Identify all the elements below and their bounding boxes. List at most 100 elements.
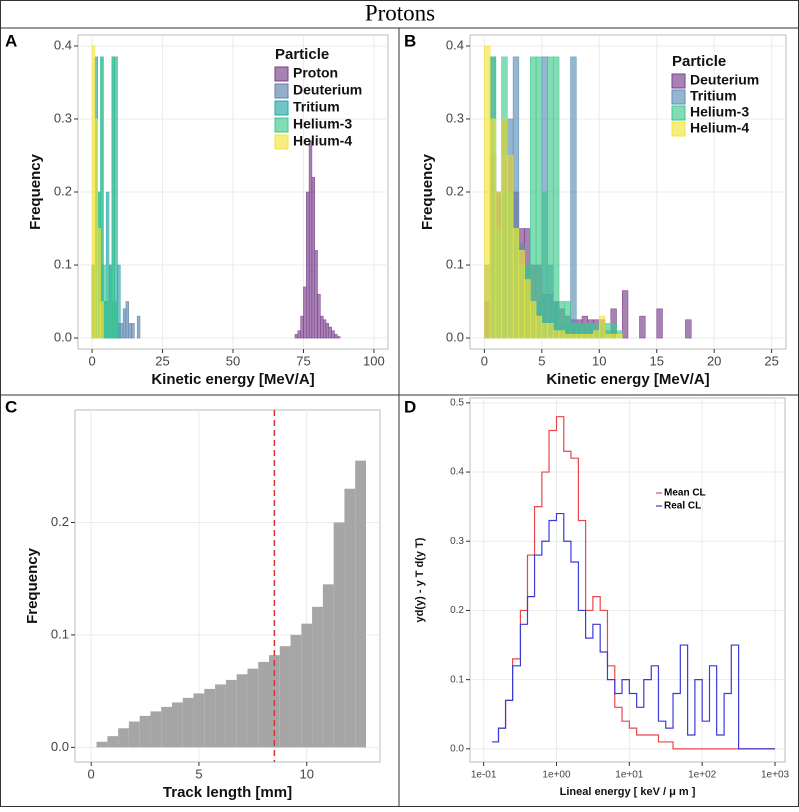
bar	[117, 264, 121, 339]
panel-label: A	[5, 31, 17, 50]
x-tick-label: 1e-01	[471, 770, 497, 781]
bar	[344, 488, 356, 748]
plot-area	[469, 397, 786, 763]
x-axis-title: Track length [mm]	[163, 784, 292, 801]
bar	[128, 323, 132, 339]
bar	[105, 301, 110, 339]
bar	[337, 336, 341, 339]
legend-swatch	[274, 66, 289, 82]
legend-label: Tritium	[293, 99, 340, 115]
legend-swatch	[671, 89, 686, 105]
legend-swatch	[274, 134, 289, 150]
legend-label: Deuterium	[690, 72, 759, 88]
bar	[685, 319, 692, 339]
panel-label: B	[404, 31, 416, 50]
bar	[518, 250, 525, 339]
bar	[553, 56, 560, 339]
bar	[171, 702, 183, 748]
bar	[118, 728, 129, 748]
legend-title: Particle	[275, 46, 329, 63]
bar	[328, 326, 332, 339]
bar	[581, 334, 589, 339]
bar	[593, 330, 600, 339]
y-tick-label: 0.2	[450, 605, 464, 616]
step-line	[491, 512, 776, 750]
x-tick-label: 25	[764, 353, 778, 368]
bar	[161, 706, 172, 748]
y-tick-label: 0.3	[446, 110, 464, 125]
bar	[96, 741, 108, 748]
x-tick-label: 5	[538, 353, 545, 368]
bar	[311, 177, 315, 339]
y-axis-title: Frequency	[24, 547, 41, 624]
y-tick-label: 0.3	[450, 536, 464, 547]
bar	[91, 45, 96, 339]
bar	[97, 228, 101, 339]
bar	[541, 323, 548, 339]
panel-label: C	[5, 397, 17, 416]
bar	[322, 319, 327, 339]
y-tick-label: 0.2	[446, 183, 464, 198]
legend-label: Real CL	[664, 501, 701, 512]
panel-label: D	[404, 397, 416, 416]
legend-swatch	[274, 100, 289, 116]
bar	[541, 191, 548, 339]
bar	[547, 56, 554, 339]
bar	[290, 634, 302, 748]
bar	[507, 155, 514, 339]
bar	[530, 301, 537, 339]
y-axis-title: Frequency	[419, 153, 436, 230]
y-axis-title: Frequency	[27, 153, 44, 230]
bar	[300, 315, 304, 339]
bar	[524, 279, 531, 339]
bar	[484, 45, 491, 339]
bar	[308, 140, 313, 339]
y-tick-label: 0.0	[51, 739, 69, 754]
bar	[535, 315, 543, 339]
bar	[122, 308, 127, 339]
bar	[564, 301, 571, 339]
x-tick-label: 0	[88, 353, 95, 368]
bar	[512, 228, 520, 339]
x-axis-title: Lineal energy [ keV / μ m ]	[560, 786, 696, 798]
x-tick-label: 15	[649, 353, 663, 368]
legend-label: Tritium	[690, 88, 737, 104]
bar	[128, 721, 140, 748]
y-tick-label: 0.4	[54, 37, 72, 52]
legend-swatch	[671, 121, 686, 137]
x-tick-label: 10	[592, 353, 606, 368]
bar	[258, 661, 269, 748]
bar	[530, 56, 537, 339]
bar	[576, 334, 583, 339]
bar	[322, 584, 334, 748]
bar	[247, 668, 259, 748]
x-tick-label: 20	[707, 353, 721, 368]
x-tick-label: 0	[88, 766, 95, 781]
bar	[489, 118, 497, 339]
bar	[495, 191, 502, 339]
bar	[331, 330, 335, 339]
legend-label: Mean CL	[664, 488, 706, 499]
bar	[325, 323, 330, 339]
figure-title: Protons	[365, 0, 435, 25]
bar	[120, 323, 124, 339]
bar	[136, 315, 141, 339]
bar	[570, 334, 577, 339]
bar	[125, 301, 129, 339]
bar	[297, 330, 301, 339]
legend-label: Helium-4	[690, 120, 749, 136]
bar	[100, 56, 104, 339]
y-tick-label: 0.0	[446, 329, 464, 344]
bar	[553, 330, 560, 339]
y-tick-label: 0.1	[450, 674, 464, 685]
bar	[656, 308, 663, 339]
bar	[139, 715, 151, 748]
bar	[204, 688, 216, 748]
y-tick-label: 0.1	[446, 256, 464, 271]
y-tick-label: 0.0	[450, 743, 464, 754]
bar	[599, 315, 606, 339]
legend-label: Helium-3	[690, 104, 749, 120]
legend-swatch	[671, 105, 686, 121]
y-tick-label: 0.0	[54, 329, 72, 344]
y-tick-label: 0.2	[51, 514, 69, 529]
